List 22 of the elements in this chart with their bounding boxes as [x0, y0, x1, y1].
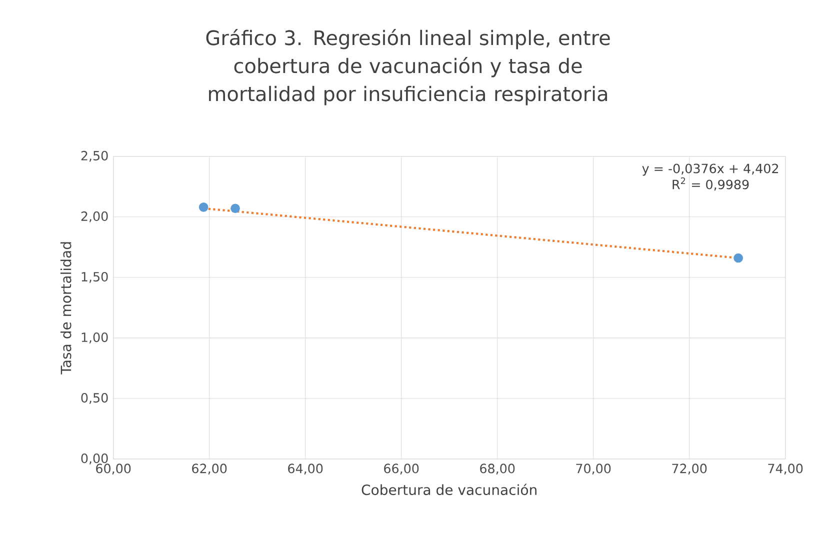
x-tick-label: 64,00 — [288, 464, 323, 475]
y-tick-label: 2,50 — [81, 150, 108, 162]
point — [198, 202, 208, 212]
y-tick-label: 1,00 — [82, 332, 108, 344]
y-tick-label: 0,50 — [81, 393, 108, 404]
y-axis-title: Tasa de mortalidad — [60, 242, 72, 374]
x-tick-label: 60,00 — [96, 464, 131, 475]
y-tick-label: 1,50 — [82, 272, 108, 283]
annotation: R$^{2}$ = 0,9989 — [672, 177, 749, 191]
point — [230, 204, 240, 214]
x-tick-label: 62,00 — [192, 464, 227, 475]
point — [734, 253, 743, 263]
x-tick-label: 68,00 — [480, 464, 515, 475]
x-tick-label: 74,00 — [768, 464, 803, 475]
x-tick-label: 72,00 — [672, 464, 707, 475]
y-tick-label: 2,00 — [81, 211, 108, 222]
chart-title: Gráfico 3. Regresión lineal simple, entre cobertura de vacunación y tasa de mortalidad por insuficiencia respiratoria — [206, 29, 610, 106]
annotation: y = -0,0376x + 4,402 — [642, 164, 778, 176]
x-tick-label: 66,00 — [384, 464, 419, 475]
x-axis-title: Cobertura de vacunación — [362, 484, 536, 496]
y-tick-label: 0,00 — [81, 454, 108, 464]
x-tick-label: 70,00 — [576, 464, 611, 475]
